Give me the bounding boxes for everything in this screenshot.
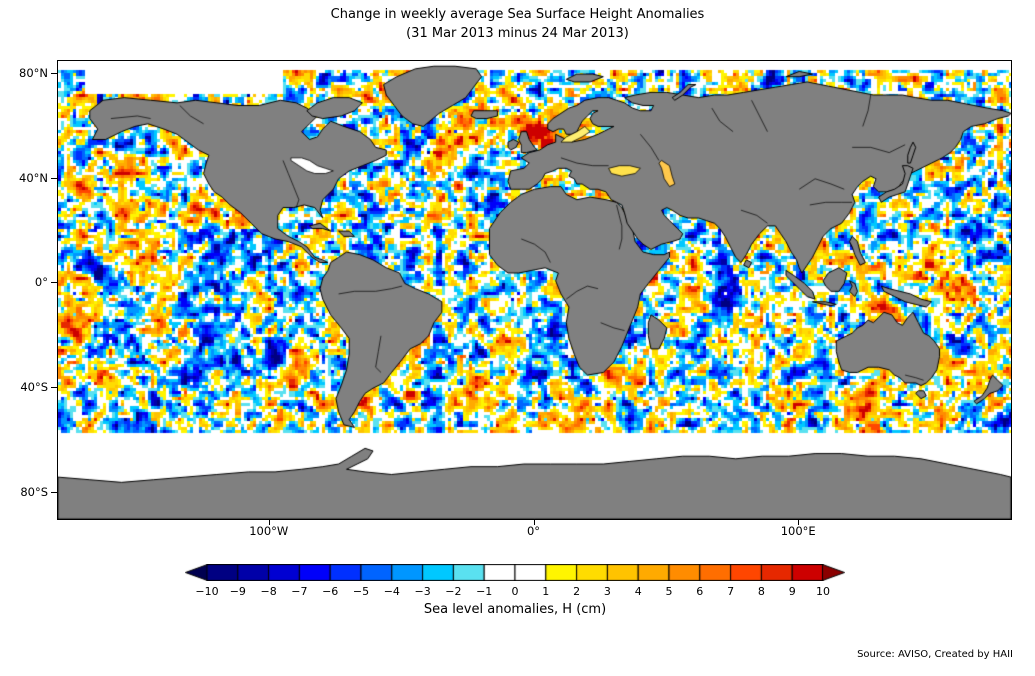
colorbar [185, 564, 845, 581]
colorbar-tick-label: −8 [260, 585, 277, 598]
lon-tick-label: 0° [526, 524, 541, 538]
lat-tick-label: 40°S [20, 380, 48, 395]
colorbar-tick-label: −6 [322, 585, 339, 598]
colorbar-tick-label: 7 [727, 585, 735, 598]
map-plot-area [57, 60, 1012, 520]
lat-tick-label: 80°S [20, 484, 48, 499]
colorbar-tick-label: 3 [603, 585, 611, 598]
colorbar-label: Sea level anomalies, H (cm) [423, 602, 607, 617]
colorbar-tick-label: 9 [788, 585, 796, 598]
source-attribution: Source: AVISO, Created by HAII [857, 649, 1013, 660]
colorbar-tick-label: −4 [383, 585, 400, 598]
lon-tick-label: 100°E [780, 524, 816, 538]
chart-subtitle: (31 Mar 2013 minus 24 Mar 2013) [406, 26, 629, 41]
colorbar-tick-label: −1 [476, 585, 493, 598]
colorbar-tick-label: 8 [757, 585, 765, 598]
lat-tick-label: 0° [34, 275, 48, 290]
colorbar-tick-label: −2 [445, 585, 462, 598]
colorbar-tick-label: −10 [195, 585, 219, 598]
chart-title: Change in weekly average Sea Surface Hei… [330, 7, 705, 22]
lon-tick-label: 100°W [249, 524, 289, 538]
colorbar-tick-label: 4 [634, 585, 642, 598]
colorbar-tick-label: 5 [665, 585, 673, 598]
map-canvas [58, 61, 1011, 519]
colorbar-tick-label: −3 [414, 585, 431, 598]
colorbar-tick-label: 1 [542, 585, 550, 598]
colorbar-tick-label: 10 [816, 585, 830, 598]
lat-tick-label: 40°N [19, 170, 48, 185]
colorbar-tick-label: −5 [352, 585, 370, 598]
colorbar-tick-label: 0 [511, 585, 519, 598]
colorbar-tick-label: −7 [291, 585, 308, 598]
lat-tick-label: 80°N [19, 66, 48, 81]
colorbar-tick-label: −9 [229, 585, 246, 598]
colorbar-tick-label: 2 [573, 585, 581, 598]
colorbar-tick-label: 6 [696, 585, 704, 598]
